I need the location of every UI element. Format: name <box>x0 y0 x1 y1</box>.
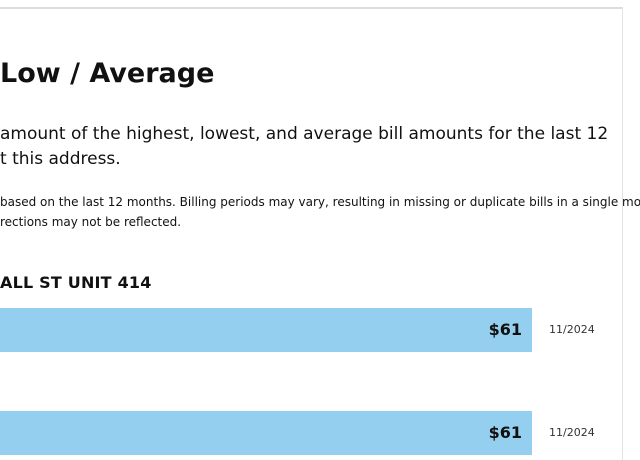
bill-bar-row-2: $61 11/2024 <box>0 411 640 455</box>
billing-note-line-1: based on the last 12 months. Billing per… <box>0 195 640 209</box>
page-title: Low / Average <box>0 58 215 89</box>
description-line-1: amount of the highest, lowest, and avera… <box>0 124 609 144</box>
billing-note-line-2: rections may not be reflected. <box>0 215 182 229</box>
bill-amount-label: $61 <box>488 320 522 339</box>
service-address: ALL ST UNIT 414 <box>0 273 152 292</box>
bill-amount-label: $61 <box>488 423 522 442</box>
bill-amount-bar: $61 <box>0 411 532 455</box>
bill-amount-bar: $61 <box>0 308 532 352</box>
bill-date: 11/2024 <box>549 323 595 336</box>
card-top-border <box>0 7 622 9</box>
description: amount of the highest, lowest, and avera… <box>0 122 640 172</box>
description-line-2: t this address. <box>0 149 121 169</box>
bill-bar-row-1: $61 11/2024 <box>0 308 640 352</box>
card-right-edge <box>622 7 623 460</box>
billing-note: based on the last 12 months. Billing per… <box>0 192 640 232</box>
bill-date: 11/2024 <box>549 426 595 439</box>
